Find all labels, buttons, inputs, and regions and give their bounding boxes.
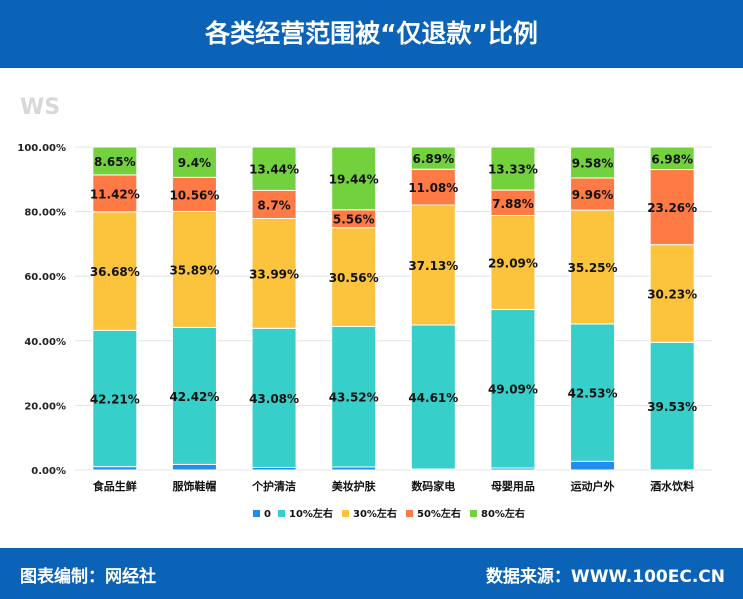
- bar-segment: [331, 325, 377, 468]
- bar-segment: [649, 341, 695, 471]
- bar-segment: [171, 176, 217, 212]
- bar-segment: [490, 146, 536, 191]
- data-label: 5.56%: [333, 213, 375, 227]
- chart-title: 各类经营范围被“仅退款”比例: [0, 0, 743, 68]
- bar-segment: [570, 209, 616, 325]
- data-label: 9.4%: [178, 156, 211, 170]
- x-tick-label: 母婴用品: [491, 480, 535, 493]
- data-label: 6.89%: [412, 152, 454, 166]
- bar-segment: [331, 146, 377, 211]
- bar-segment: [171, 463, 217, 471]
- legend-label: 30%左右: [353, 507, 397, 520]
- bar-segment: [410, 146, 456, 170]
- data-label: 44.61%: [408, 391, 458, 405]
- y-tick-label: 0.00%: [31, 466, 66, 477]
- data-label: 43.52%: [329, 391, 379, 405]
- bar-segment: [251, 218, 297, 329]
- bar-segment: [490, 215, 536, 310]
- data-label: 33.99%: [249, 267, 299, 281]
- data-label: 39.53%: [647, 400, 697, 414]
- data-label: 7.88%: [492, 197, 534, 211]
- bar-segment: [251, 146, 297, 191]
- data-label: 9.96%: [572, 188, 614, 202]
- bar-segment: [331, 227, 377, 327]
- bar-segment: [92, 329, 138, 468]
- x-tick-label: 数码家电: [411, 479, 455, 493]
- data-label: 35.25%: [568, 261, 618, 275]
- data-label: 8.7%: [257, 198, 290, 212]
- legend-swatch: [470, 510, 477, 517]
- footer-source: 数据来源：WWW.100EC.CN: [485, 567, 725, 587]
- bar-segment: [490, 189, 536, 217]
- data-label: 36.68%: [90, 265, 140, 279]
- bar-segment: [171, 326, 217, 465]
- x-tick-label: 个护清洁: [251, 479, 296, 493]
- x-tick-label: 美妆护肤: [332, 479, 377, 493]
- x-tick-label: 服饰鞋帽: [172, 479, 216, 493]
- data-label: 8.65%: [94, 155, 136, 169]
- bar-segment: [171, 146, 217, 178]
- bar-segment: [649, 146, 695, 171]
- legend-swatch: [253, 510, 260, 517]
- footer-credit: 图表编制：网经社: [20, 567, 156, 587]
- data-label: 43.08%: [249, 392, 299, 406]
- data-label: 49.09%: [488, 383, 538, 397]
- y-tick-label: 20.00%: [24, 401, 66, 412]
- y-tick-label: 60.00%: [24, 272, 66, 283]
- legend-swatch: [342, 510, 349, 517]
- footer: 图表编制：网经社 数据来源：WWW.100EC.CN: [0, 548, 743, 599]
- watermark-logo: WS: [20, 95, 61, 120]
- data-label: 19.44%: [329, 172, 379, 186]
- data-label: 37.13%: [408, 259, 458, 273]
- x-tick-label: 酒水饮料: [650, 479, 694, 493]
- data-label: 30.23%: [647, 287, 697, 301]
- data-label: 6.98%: [651, 152, 693, 166]
- data-label: 29.09%: [488, 256, 538, 270]
- bar-segment: [92, 466, 138, 471]
- data-label: 42.42%: [169, 390, 219, 404]
- bar-segment: [171, 210, 217, 328]
- legend-label: 10%左右: [289, 507, 333, 520]
- bar-segment: [92, 174, 138, 213]
- data-label: 42.53%: [568, 387, 618, 401]
- legend-label: 50%左右: [417, 507, 461, 520]
- x-tick-label: 食品生鲜: [93, 479, 137, 493]
- data-label: 13.33%: [488, 163, 538, 177]
- data-label: 11.42%: [90, 187, 140, 201]
- bar-segment: [92, 211, 138, 331]
- data-label: 10.56%: [169, 188, 219, 202]
- legend-label: 80%左右: [481, 507, 525, 520]
- legend-label: 0: [264, 509, 271, 520]
- y-tick-label: 100.00%: [17, 143, 66, 154]
- data-label: 23.26%: [647, 201, 697, 215]
- bar-segment: [92, 146, 138, 176]
- data-label: 9.58%: [572, 156, 614, 170]
- x-tick-label: 运动户外: [571, 479, 615, 493]
- y-tick-label: 40.00%: [24, 337, 66, 348]
- bar-segment: [570, 460, 616, 471]
- y-tick-label: 80.00%: [24, 208, 66, 219]
- data-label: 42.21%: [90, 392, 140, 406]
- bar-segment: [251, 189, 297, 220]
- legend-swatch: [406, 510, 413, 517]
- data-label: 30.56%: [329, 271, 379, 285]
- bar-segment: [410, 324, 456, 470]
- data-label: 35.89%: [169, 263, 219, 277]
- legend-swatch: [278, 510, 285, 517]
- bar-segment: [649, 244, 695, 343]
- data-label: 11.08%: [408, 181, 458, 195]
- bar-segment: [570, 146, 616, 179]
- data-label: 13.44%: [249, 163, 299, 177]
